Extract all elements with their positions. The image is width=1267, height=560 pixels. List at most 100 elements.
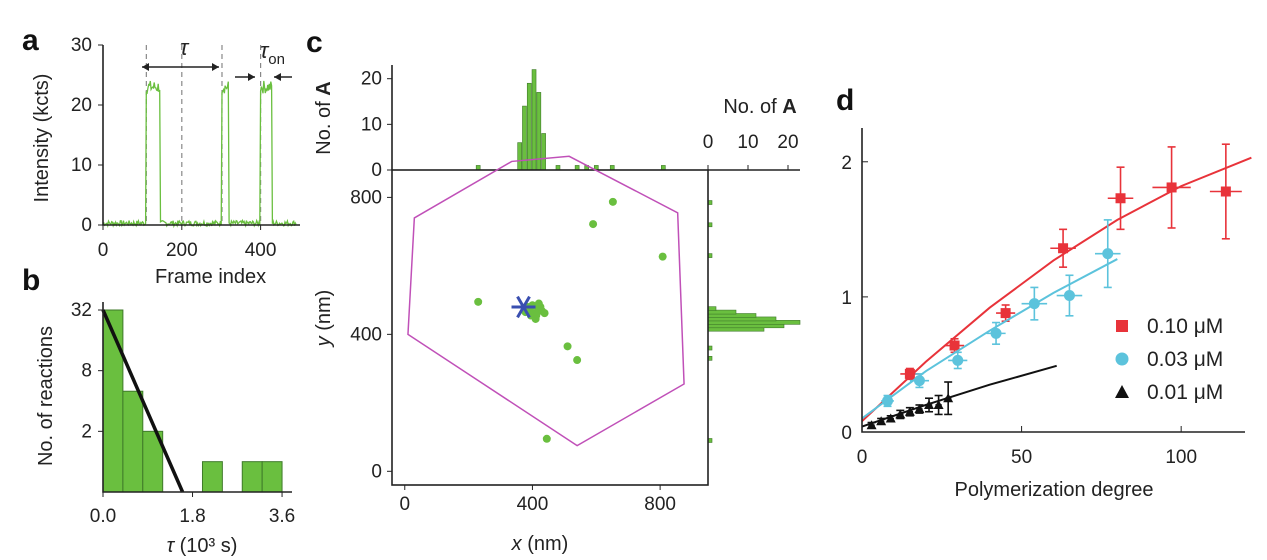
- panel-label-a: a: [22, 24, 39, 57]
- panel-b: b 0.0 1.8 3.6 2 8 32 No. of reactions τ (10³ …: [22, 264, 295, 557]
- histogram-plot: 0.0 1.8 3.6 2 8 32: [71, 300, 295, 527]
- polymerization-plot: 0.10 μM 0.03 μM 0.01 μM 0 50 100 0 1 2: [841, 143, 1252, 468]
- tau-on-label: τon: [260, 38, 285, 68]
- x-axis-unit: (10³ s): [174, 535, 237, 557]
- axes: [102, 302, 292, 493]
- data-point-triangle: [904, 406, 915, 416]
- data-point-circle: [952, 354, 964, 366]
- y-tick-label: 10: [71, 155, 92, 176]
- legend-marker: [1115, 385, 1129, 398]
- data-point: [608, 197, 617, 206]
- data-point-circle: [882, 395, 894, 407]
- data-point-square: [904, 368, 915, 379]
- x-tick-label: 50: [1011, 447, 1032, 468]
- x-tick-label: 400: [245, 240, 277, 261]
- data-point: [573, 356, 582, 365]
- data-point-triangle: [895, 409, 906, 419]
- panel-d: d 0.10 μM 0.03 μM 0.01 μM 0 50 100 0 1 2 Polymer…: [836, 84, 1252, 501]
- data-point-circle: [1028, 298, 1040, 310]
- intensity-trace: [102, 80, 297, 229]
- y-tick-label: 2: [841, 153, 852, 174]
- legend-marker: [1116, 320, 1128, 332]
- x-axis-label: Polymerization degree: [955, 479, 1154, 501]
- scatter-frame: [391, 169, 709, 486]
- data-point-triangle: [924, 399, 935, 409]
- top-hist-bar: [526, 82, 532, 171]
- x-tick-label: 0: [703, 132, 714, 153]
- histogram-bar: [102, 309, 124, 493]
- y-axis-label: y (nm): [313, 290, 335, 349]
- y-tick-label: 800: [350, 187, 382, 208]
- x-axis-label: x (nm): [511, 533, 569, 555]
- top-hist-bar: [531, 69, 537, 171]
- data-point: [589, 220, 598, 229]
- y-tick-label: 8: [81, 361, 92, 382]
- tau-on-arrow-left-head: [248, 73, 255, 81]
- data-point-circle: [1063, 290, 1075, 302]
- legend-label: 0.10 μM: [1147, 315, 1223, 338]
- x-tick-label: 0: [399, 494, 410, 515]
- tau-on-subscript: on: [268, 51, 285, 68]
- y-axis-label: No. of reactions: [35, 326, 57, 466]
- data-point-square: [949, 340, 960, 351]
- data-point-square: [1115, 193, 1126, 204]
- data-point: [540, 309, 549, 318]
- tau-on-arrow-right-head: [274, 73, 281, 81]
- y-tick-label: 20: [71, 95, 92, 116]
- top-hist-bar: [541, 133, 546, 171]
- right-hist-bar: [707, 306, 717, 311]
- y-tick-label: 1: [841, 288, 852, 309]
- y-tick-label: 2: [81, 421, 92, 442]
- data-point-triangle: [885, 413, 896, 423]
- right-histogram-x-label-text: No. of: [723, 96, 782, 118]
- y-tick-label: 0: [841, 423, 852, 444]
- right-histogram: 0 10 20: [703, 132, 801, 443]
- x-axis-symbol: x: [511, 533, 523, 555]
- y-axis-symbol: y: [313, 335, 335, 348]
- y-tick-label: 400: [350, 324, 382, 345]
- top-histogram: 0 10 20: [361, 65, 666, 181]
- legend-label: 0.01 μM: [1147, 381, 1223, 404]
- x-axis-label: τ (10³ s): [167, 535, 238, 557]
- y-tick-label: 0: [81, 215, 92, 236]
- x-axis-symbol: τ: [167, 535, 176, 557]
- data-point-square: [1000, 308, 1011, 319]
- x-tick-label: 100: [1165, 447, 1197, 468]
- fit-curve: [861, 258, 1118, 420]
- x-tick-label: 10: [737, 132, 758, 153]
- x-tick-label: 0.0: [90, 506, 116, 527]
- histogram-bar: [201, 461, 223, 493]
- data-point-triangle: [866, 420, 877, 430]
- x-axis-unit: (nm): [522, 533, 569, 555]
- x-tick-label: 20: [777, 132, 798, 153]
- y-axis-label: Intensity (kcts): [31, 74, 53, 203]
- panel-label-b: b: [22, 264, 40, 297]
- data-point-square: [1166, 182, 1177, 193]
- right-histogram-x-label: No. of A: [723, 96, 796, 118]
- panel-a: a 0 200 400 0 10 20 30 Frame index Intensity (…: [22, 24, 300, 288]
- x-tick-label: 0: [857, 447, 868, 468]
- y-tick-label: 20: [361, 69, 382, 90]
- axes: [102, 45, 300, 226]
- data-point: [531, 314, 540, 323]
- y-tick-label: 0: [371, 160, 382, 181]
- fit-line: [101, 309, 185, 493]
- data-point: [474, 297, 483, 306]
- panel-c: c 0 10 20 0 10 20 0 400 800 0 400 800 No. of A No…: [306, 26, 801, 555]
- x-tick-label: 800: [644, 494, 676, 515]
- scatter-plot: 0 400 800 0 400 800: [350, 155, 709, 515]
- data-point-square: [1220, 186, 1231, 197]
- legend-label: 0.03 μM: [1147, 348, 1223, 371]
- data-point-triangle: [876, 416, 887, 426]
- boundary-polygon: [407, 155, 685, 447]
- data-point-circle: [913, 375, 925, 387]
- y-tick-label: 30: [71, 35, 92, 56]
- x-tick-label: 0: [98, 240, 109, 261]
- x-axis-label: Frame index: [155, 266, 266, 288]
- histogram-bar: [122, 390, 144, 493]
- trace-plot: 0 200 400 0 10 20 30: [71, 35, 297, 261]
- legend-marker: [1115, 352, 1129, 366]
- histogram-bar: [241, 461, 263, 493]
- center-star-stroke: [516, 295, 531, 319]
